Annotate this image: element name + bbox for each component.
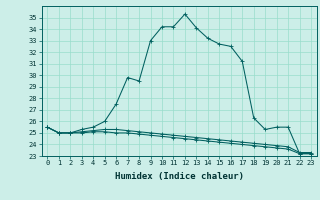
- X-axis label: Humidex (Indice chaleur): Humidex (Indice chaleur): [115, 172, 244, 181]
